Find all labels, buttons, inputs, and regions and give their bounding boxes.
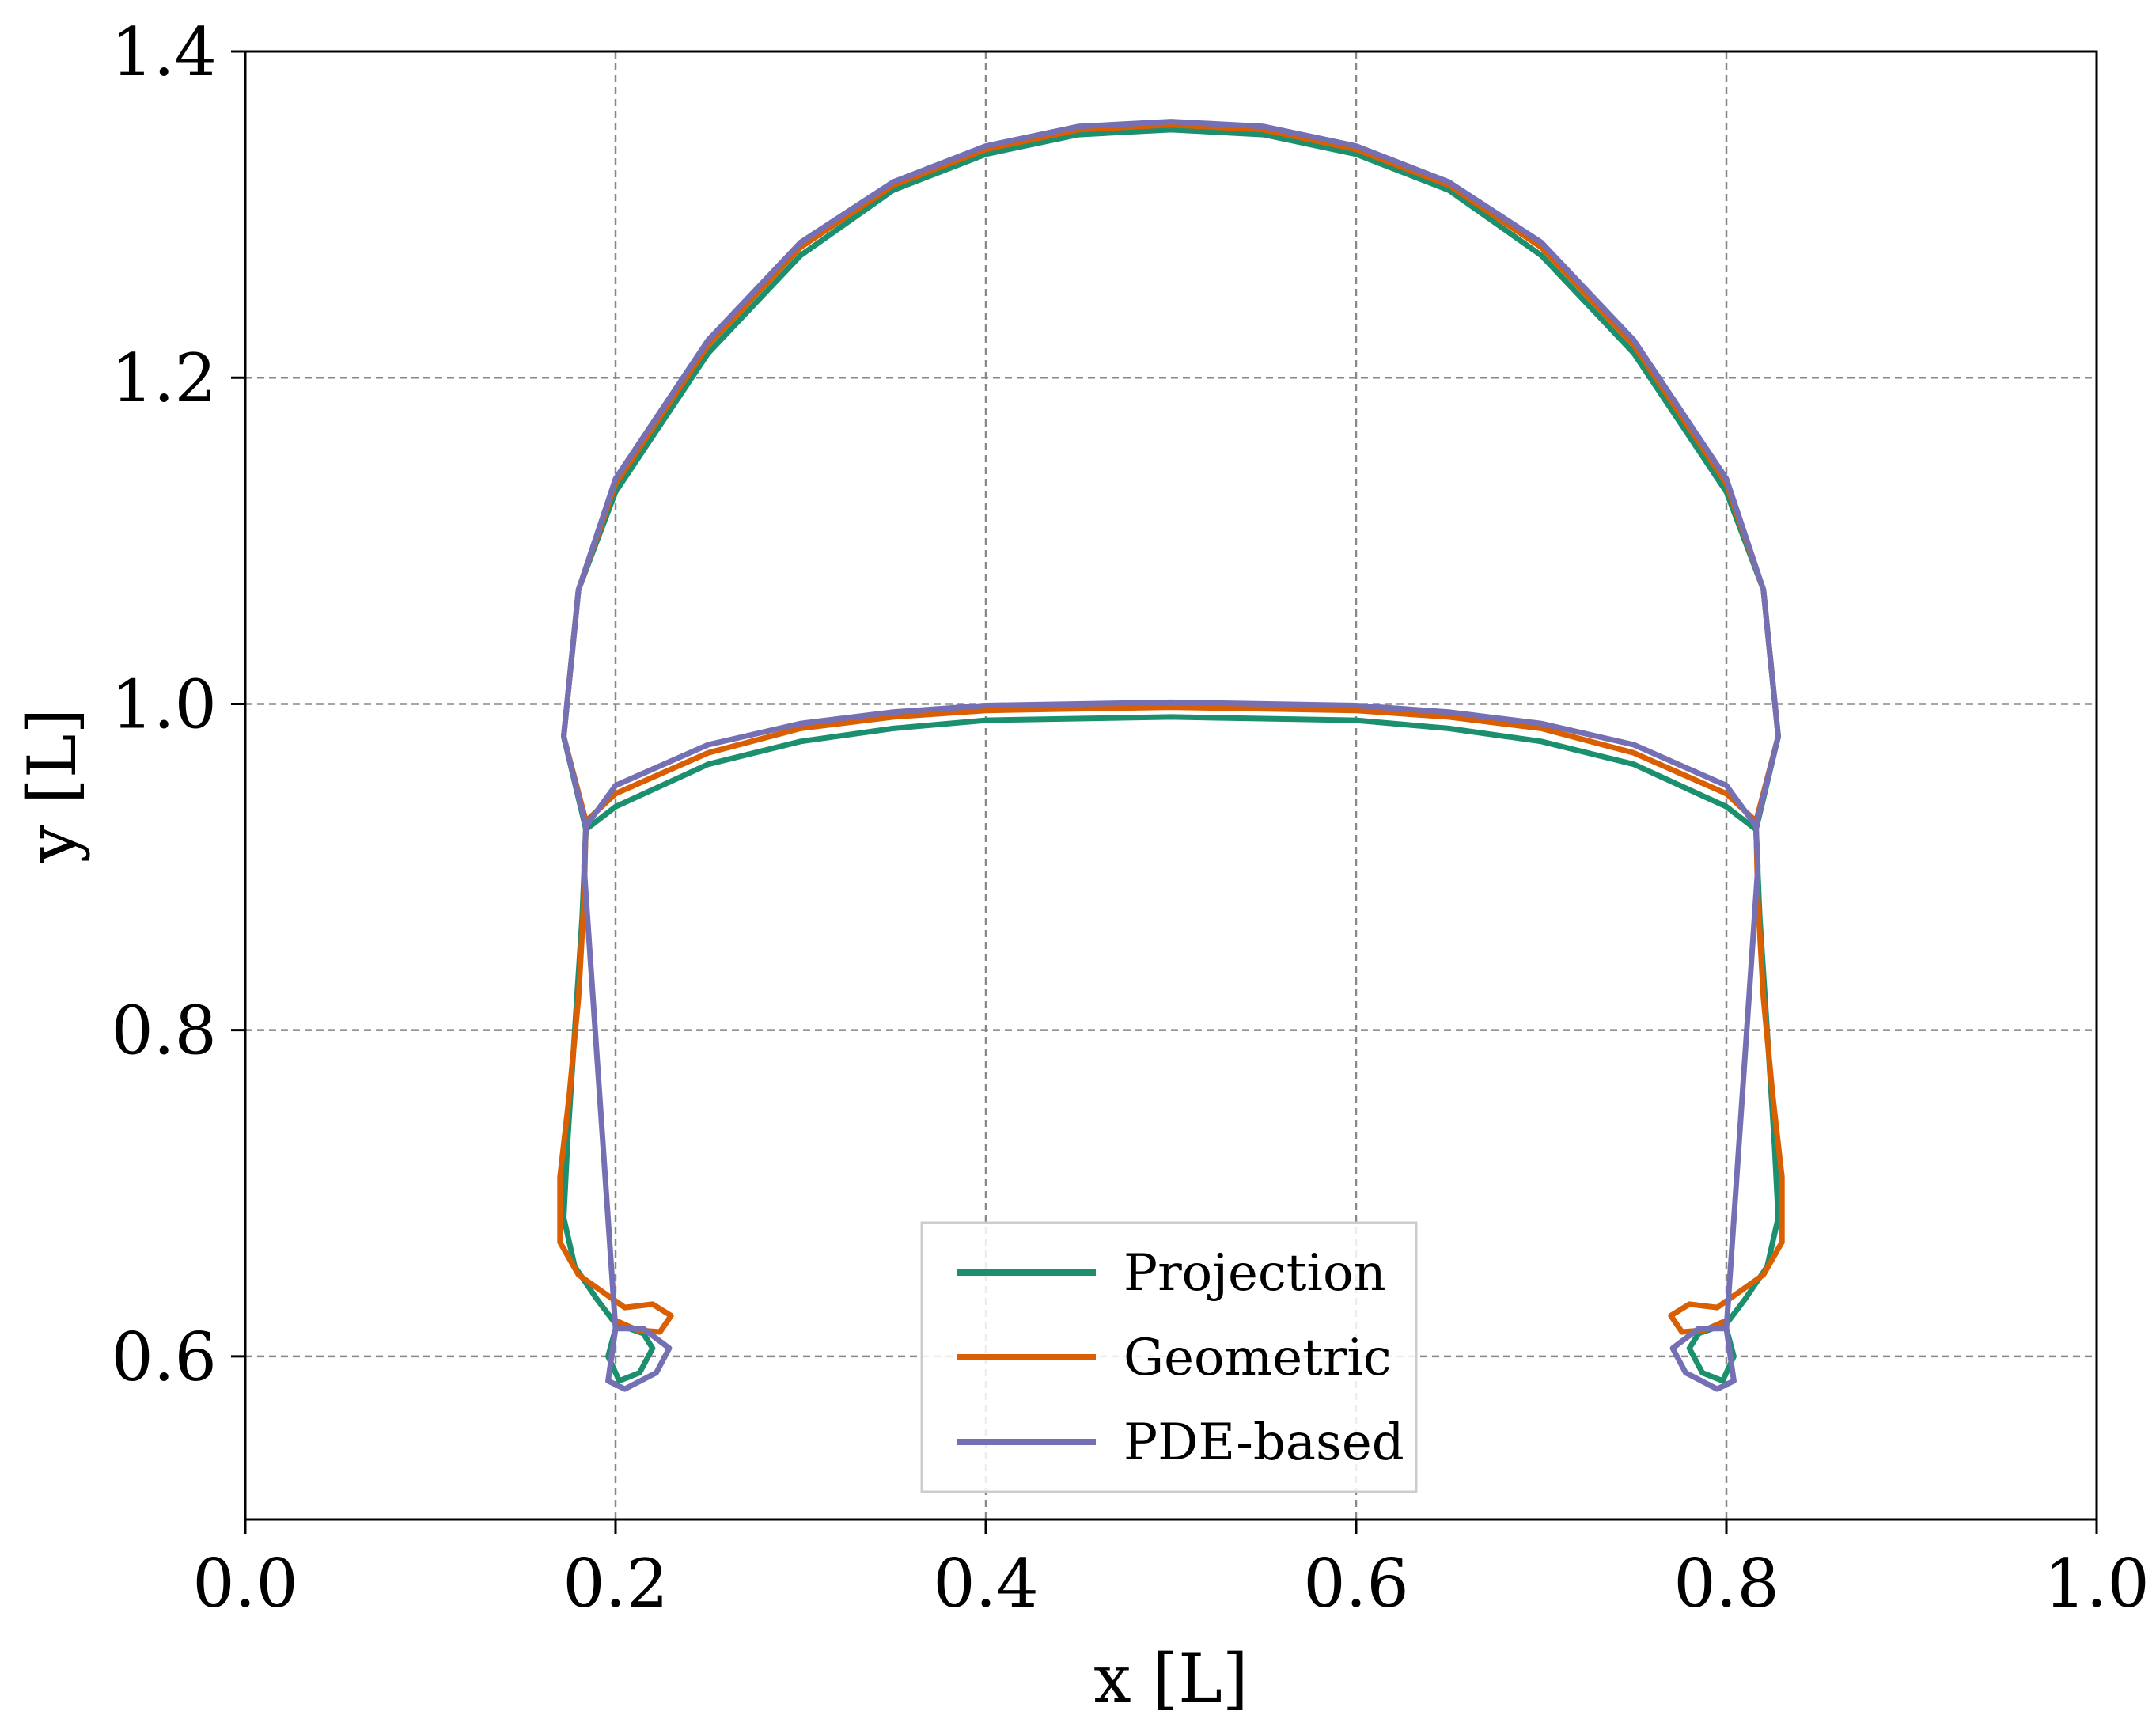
axis-ticks: 0.0 0.2 0.4 0.6 0.8 1.0 0.6 0.8 1.0 1.2 1.4	[111, 13, 2149, 1622]
y-tick-label: 0.8	[111, 992, 217, 1070]
x-tick-label: 0.8	[1673, 1545, 1779, 1622]
x-tick-label: 0.6	[1303, 1545, 1409, 1622]
x-tick-label: 0.0	[192, 1545, 298, 1622]
series-outer-dome	[561, 119, 1781, 740]
series-stem-right	[1668, 818, 1785, 1335]
legend-label: PDE-based	[1123, 1413, 1404, 1472]
y-tick-label: 1.0	[111, 666, 217, 743]
x-tick-label: 1.0	[2044, 1545, 2150, 1622]
series-stem-left	[557, 818, 674, 1335]
legend: Projection Geometric PDE-based	[920, 1221, 1418, 1493]
series-pde-based	[561, 119, 1781, 1392]
plot-frame	[244, 50, 2098, 1521]
plot-series	[557, 119, 1785, 1392]
x-axis-label: x [L]	[1093, 1640, 1248, 1717]
series-neck-right	[1752, 734, 1781, 829]
y-tick-label: 1.4	[111, 13, 217, 91]
series-inner-arc	[583, 714, 1759, 833]
series-stem-left	[581, 823, 673, 1392]
series-stem-right	[1669, 823, 1761, 1392]
y-axis-label: y [L]	[13, 708, 91, 863]
series-inner-arc	[583, 699, 1759, 829]
series-outer-dome	[561, 127, 1781, 740]
series-inner-arc	[583, 704, 1759, 825]
legend-label: Geometric	[1123, 1329, 1392, 1387]
x-tick-label: 0.2	[563, 1545, 669, 1622]
legend-label: Projection	[1123, 1244, 1386, 1303]
y-tick-label: 0.6	[111, 1319, 217, 1396]
x-tick-label: 0.4	[933, 1545, 1039, 1622]
series-neck-left	[561, 734, 589, 829]
y-tick-label: 1.2	[111, 340, 217, 417]
